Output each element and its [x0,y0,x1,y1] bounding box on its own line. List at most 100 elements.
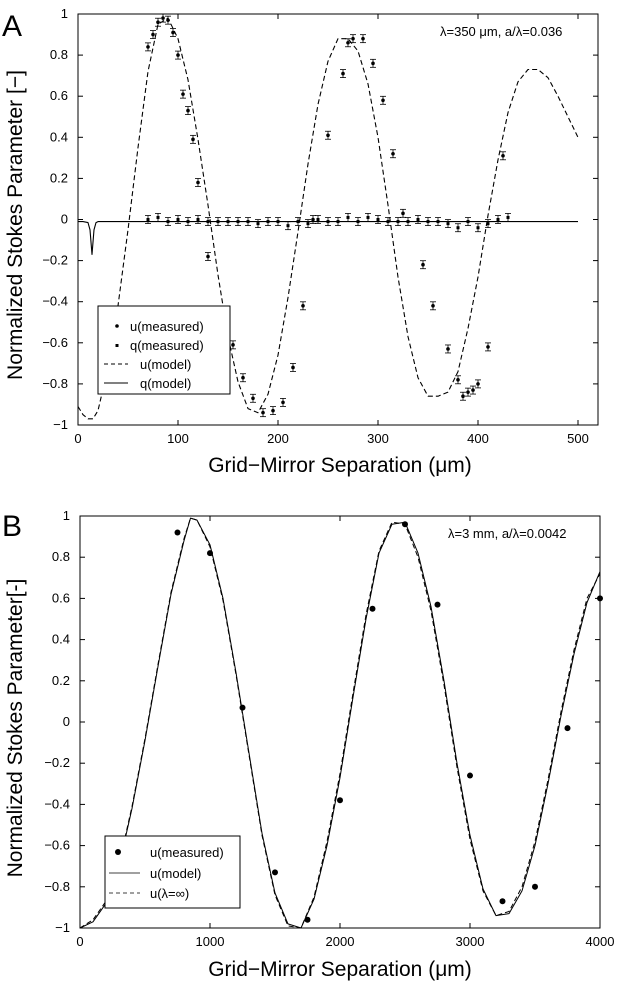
panel-a: A λ=350 μm, a/λ=0.036 Grid−Mirror Separa… [2,6,599,477]
panel-a-point-u-measured [361,36,365,41]
panel-a-point-q-measured [306,222,310,226]
panel-b-point-u-measured [304,916,311,923]
panel-b-x-tick-label: 2000 [326,934,355,949]
panel-a-point-q-measured [506,215,510,219]
panel-b-y-tick-label: 0 [63,714,70,729]
panel-a-point-u-measured [206,254,210,259]
panel-b-point-u-measured [467,772,473,779]
panel-a-point-q-measured [216,220,220,224]
panel-b-y-tick-label: −0.8 [44,879,70,894]
panel-a-x-tick-label: 0 [74,431,81,446]
panel-a-point-u-measured [271,408,275,413]
panel-b-y-axis-title: Normalized Stokes Parameter[-] [4,579,27,878]
panel-b-y-tick-label: 0.4 [52,632,70,647]
legend-label-u-measured-b: u(measured) [150,845,224,860]
panel-a-point-u-measured [431,304,435,308]
panel-a-point-u-measured [281,400,285,405]
panel-a-label: A [2,10,22,43]
panel-b-point-u-measured [434,601,441,608]
panel-a-point-u-measured [291,365,295,370]
panel-b-legend-box [104,835,241,909]
panel-a-point-q-measured [466,220,470,224]
panel-a-point-q-measured [286,224,290,228]
panel-b-legend: u(measured) u(model) u(λ=∞) [104,835,241,909]
panel-a-x-tick-label: 400 [467,431,489,446]
panel-a-point-q-measured [376,218,380,221]
panel-a-point-u-measured [261,410,265,415]
panel-b-x-tick-label: 0 [76,934,83,949]
panel-b-y-tick-label: 0.2 [52,673,70,688]
panel-b-point-u-measured [597,595,603,602]
panel-a-point-u-measured [301,304,305,308]
panel-a-point-u-measured [251,396,255,401]
panel-a-point-u-measured [351,36,355,41]
panel-b-point-u-measured [369,605,376,612]
panel-a-point-u-measured [471,388,475,392]
panel-a-point-u-measured [166,18,170,22]
panel-a-point-u-measured [466,390,470,394]
panel-a-y-tick-label: −0.2 [42,253,68,268]
panel-a-x-tick-label: 100 [167,431,189,446]
panel-a-point-q-measured [326,220,330,224]
panel-b-y-tick-label: 0.6 [52,590,70,605]
panel-b-x-tick-label: 1000 [196,934,225,949]
panel-a-y-tick-label: 0.6 [50,88,68,103]
panel-b-y-tick-label: 1 [63,508,70,523]
panel-b-y-tick-label: −0.4 [44,796,70,811]
panel-b-point-u-measured [499,898,506,905]
panel-a-point-q-measured [196,218,200,221]
panel-a-y-tick-label: 0.8 [50,47,68,62]
legend-label-q-model: q(model) [140,376,191,391]
panel-b-x-tick-label: 4000 [586,934,615,949]
panel-a-point-u-measured [341,71,345,76]
panel-a-point-q-measured [266,220,270,224]
panel-a-point-u-measured [371,61,375,66]
panel-a-line-q-model [78,221,578,255]
panel-a-point-u-measured [346,40,350,45]
panel-a-point-u-measured [446,347,450,351]
panel-b-y-tick-label: −0.2 [44,755,70,770]
panel-a-point-u-measured [391,151,395,156]
panel-a-plot-area: 0 100 200 300 400 500 −1 −0.8 −0.6 −0.4 −0.2 0 0.2 0.… [42,6,599,446]
panel-a-annotation: λ=350 μm, a/λ=0.036 [440,24,562,39]
panel-a-legend-box [97,305,231,395]
panel-a-point-q-measured [406,220,410,224]
panel-a-point-u-measured [461,394,465,399]
panel-a-point-q-measured [296,220,300,224]
panel-a-point-u-measured [241,375,245,380]
panel-a-point-q-measured [316,218,320,221]
panel-a-point-u-measured [326,133,330,138]
panel-a-point-q-measured [416,218,420,221]
panel-a-y-tick-label: 0 [61,212,68,227]
panel-a-point-u-measured [456,377,460,382]
panel-a-y-tick-label: 0.4 [50,129,68,144]
panel-b-line-u [79,517,601,929]
panel-a-point-q-measured [446,222,450,226]
panel-a-point-u-measured [311,217,315,222]
panel-b-point-u-measured [564,725,571,732]
panel-a-y-tick-label: −0.6 [42,335,68,350]
panel-a-point-q-measured [426,220,430,224]
panel-a-point-u-measured [501,153,505,158]
legend-label-u-model: u(model) [140,357,191,372]
panel-a-point-u-measured [401,211,405,216]
panel-b-point-u-measured [402,521,408,528]
panel-a-point-q-measured [486,222,490,226]
panel-b-point-u-measured [174,529,181,536]
panel-a-legend: u(measured) q(measured) u(model) q(model… [97,305,231,395]
panel-a-point-q-measured [386,220,390,224]
panel-a-point-u-measured [176,53,180,57]
panel-b-label: B [2,510,22,543]
panel-a-point-q-measured [146,218,150,221]
panel-a-point-u-measured [181,92,185,96]
panel-a-point-q-measured [356,220,360,224]
panel-a-point-q-measured [156,215,160,219]
legend-label-u-measured: u(measured) [130,319,204,334]
legend-label-q-measured: q(measured) [130,338,204,353]
panel-a-x-tick-label: 500 [567,431,589,446]
panel-a-line-u-model [77,17,579,420]
panel-a-point-u-measured [161,16,165,20]
panel-a-x-axis-title: Grid−Mirror Separation (μm) [208,454,472,477]
panel-b-y-tick-label: −0.6 [44,838,70,853]
